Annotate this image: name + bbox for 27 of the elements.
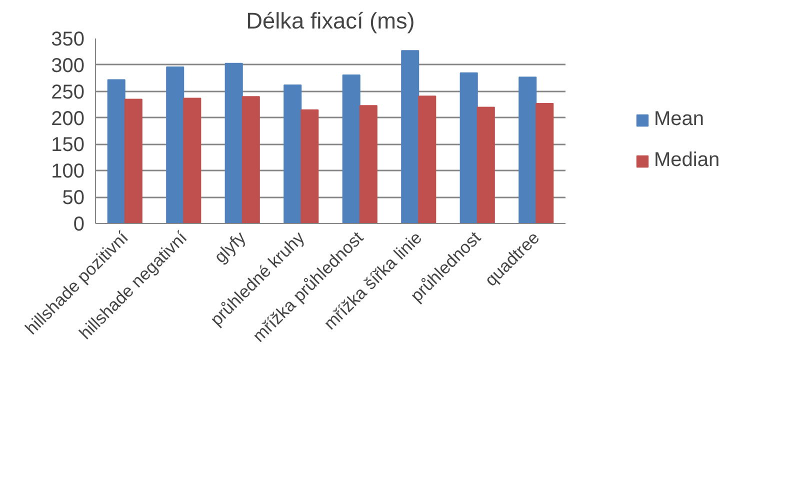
legend-label: Median: [654, 149, 720, 172]
chart-title: Délka fixací (ms): [246, 8, 415, 34]
bar: [342, 74, 360, 224]
bar: [460, 72, 478, 224]
bar: [224, 62, 243, 224]
y-tick-label: 0: [73, 214, 84, 236]
y-tick-label: 350: [51, 28, 85, 50]
bar: [476, 106, 495, 224]
bar: [124, 98, 142, 224]
bar: [284, 84, 302, 224]
y-tick-label: 200: [51, 108, 85, 130]
bar: [183, 98, 202, 224]
y-tick-label: 300: [51, 54, 85, 77]
y-tick-label: 100: [51, 160, 85, 183]
bar: [418, 96, 436, 224]
bar: [300, 109, 319, 224]
y-tick-label: 150: [51, 134, 85, 156]
bar: [536, 103, 554, 224]
bar: [359, 105, 378, 224]
y-tick-label: 50: [62, 187, 85, 210]
bar: [518, 76, 537, 224]
y-tick-label: 250: [51, 81, 85, 104]
bar: [107, 79, 126, 224]
bar: [242, 96, 260, 224]
bar: [166, 66, 184, 224]
legend-label: Mean: [654, 108, 704, 131]
bar: [401, 50, 420, 224]
